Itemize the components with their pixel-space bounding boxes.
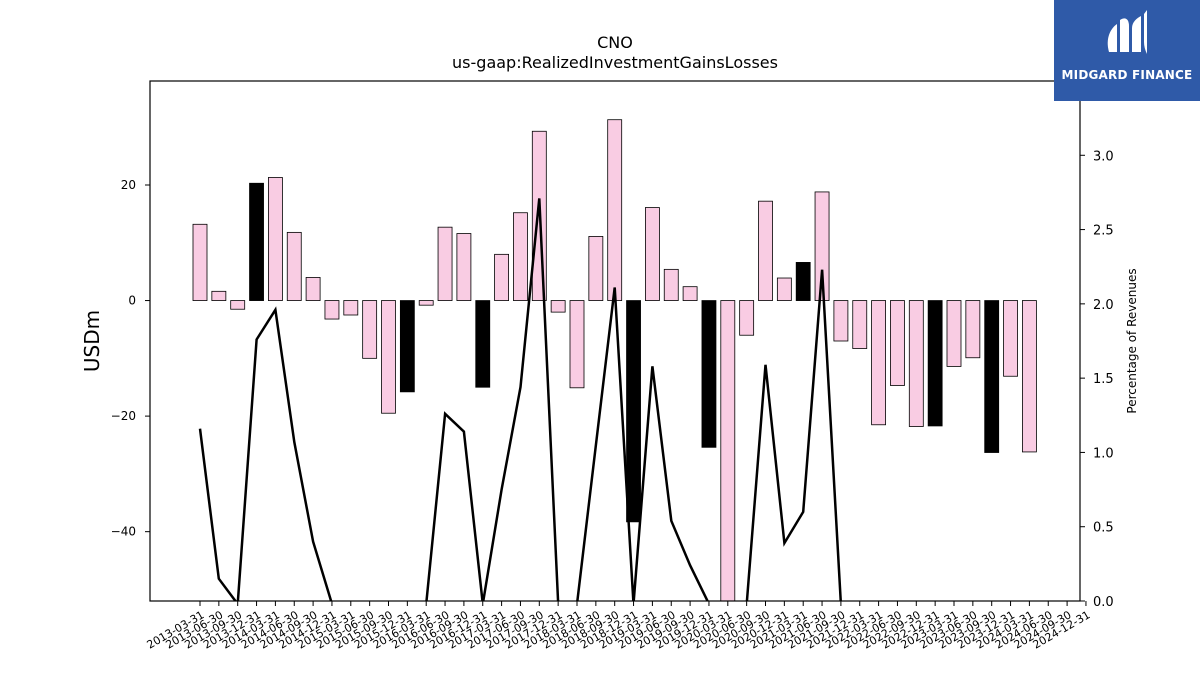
y2-tick-label: 1.5 (1093, 372, 1114, 387)
bar (1022, 300, 1037, 453)
bar (645, 207, 660, 301)
bar (682, 286, 698, 301)
bar (890, 300, 905, 386)
y2-tick-label: 0.0 (1093, 595, 1114, 610)
bar (494, 253, 510, 301)
bar (984, 300, 1000, 453)
y-tick-label: 20 (121, 178, 136, 192)
bar (418, 300, 434, 306)
chart-subtitle: us-gaap:RealizedInvestmentGainsLosses (452, 53, 778, 72)
y2-tick-label: 2.5 (1093, 224, 1114, 239)
bar (663, 268, 679, 301)
bar (852, 300, 868, 349)
bar (965, 300, 981, 359)
y2-tick-label: 1.0 (1093, 446, 1114, 461)
y2-tick-label: 0.5 (1093, 521, 1114, 536)
bar (513, 212, 528, 301)
bar (946, 300, 962, 367)
chart-title: CNO (597, 33, 633, 52)
bar (437, 226, 453, 301)
bar (230, 300, 246, 310)
revenue-percentage-line (198, 198, 842, 601)
bar (249, 182, 264, 301)
y2-tick-label: 3.0 (1093, 149, 1114, 164)
bar (588, 236, 604, 301)
bar (456, 233, 472, 301)
bar (305, 277, 321, 301)
bar (871, 300, 886, 426)
bar (739, 300, 755, 336)
bar (324, 300, 340, 320)
bar (908, 300, 924, 427)
bar (833, 300, 849, 342)
bar (795, 262, 811, 301)
bar (381, 300, 396, 414)
bar (776, 277, 792, 301)
bar (701, 300, 717, 448)
bar (814, 191, 830, 301)
y2-tick-label: 2.0 (1093, 298, 1114, 313)
bar (286, 231, 302, 301)
y2-axis-label: Percentage of Revenues (1125, 268, 1139, 413)
bars-group (192, 119, 1037, 602)
bar (362, 300, 378, 359)
bar (267, 177, 283, 301)
bar (626, 300, 641, 523)
y-tick-label: −20 (111, 409, 136, 423)
y-axis-left: −40 −20 0 20 (111, 178, 150, 539)
logo-mark-icon (1107, 10, 1147, 54)
company-logo: MIDGARD FINANCE (1054, 0, 1200, 101)
logo-text: MIDGARD FINANCE (1061, 68, 1193, 82)
bar (399, 300, 415, 393)
y-axis-label: USDm (80, 310, 104, 372)
y-tick-label: 0 (128, 294, 136, 308)
bar (343, 300, 359, 316)
bar (475, 300, 491, 388)
bar (550, 300, 566, 313)
bar (927, 300, 943, 427)
bar (211, 290, 227, 301)
bar (607, 119, 623, 301)
bar (758, 200, 773, 301)
x-axis: 2013-03-312013-06-302013-09-302013-12-31… (145, 601, 1092, 652)
bar (192, 223, 208, 301)
y-axis-right: 0.00.51.01.52.02.53.03.5 (1080, 75, 1114, 610)
bar (569, 300, 585, 389)
y-tick-label: −40 (111, 525, 136, 539)
bar (1003, 300, 1018, 377)
bar (720, 300, 736, 602)
